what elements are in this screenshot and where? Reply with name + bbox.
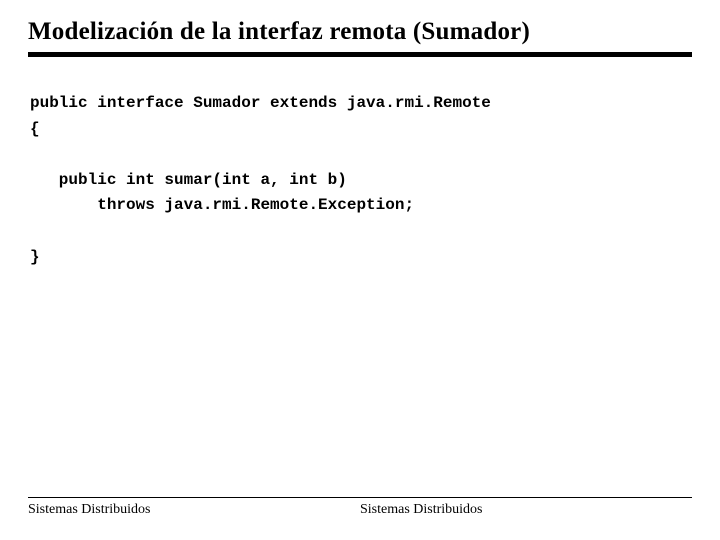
code-line-3: public int sumar(int a, int b): [30, 171, 347, 189]
code-line-2: {: [30, 120, 40, 138]
code-line-4: throws java.rmi.Remote.Exception;: [30, 196, 414, 214]
code-line-1: public interface Sumador extends java.rm…: [30, 94, 491, 112]
footer: Sistemas Distribuidos Sistemas Distribui…: [0, 497, 720, 518]
code-line-5: }: [30, 248, 40, 266]
footer-left: Sistemas Distribuidos: [28, 502, 360, 518]
code-block: public interface Sumador extends java.rm…: [28, 91, 692, 270]
slide-container: Modelización de la interfaz remota (Suma…: [0, 0, 720, 540]
footer-rule: [28, 497, 692, 498]
footer-row: Sistemas Distribuidos Sistemas Distribui…: [28, 502, 692, 518]
slide-title: Modelización de la interfaz remota (Suma…: [28, 18, 692, 46]
footer-right: Sistemas Distribuidos: [360, 502, 692, 518]
title-underline: [28, 52, 692, 57]
